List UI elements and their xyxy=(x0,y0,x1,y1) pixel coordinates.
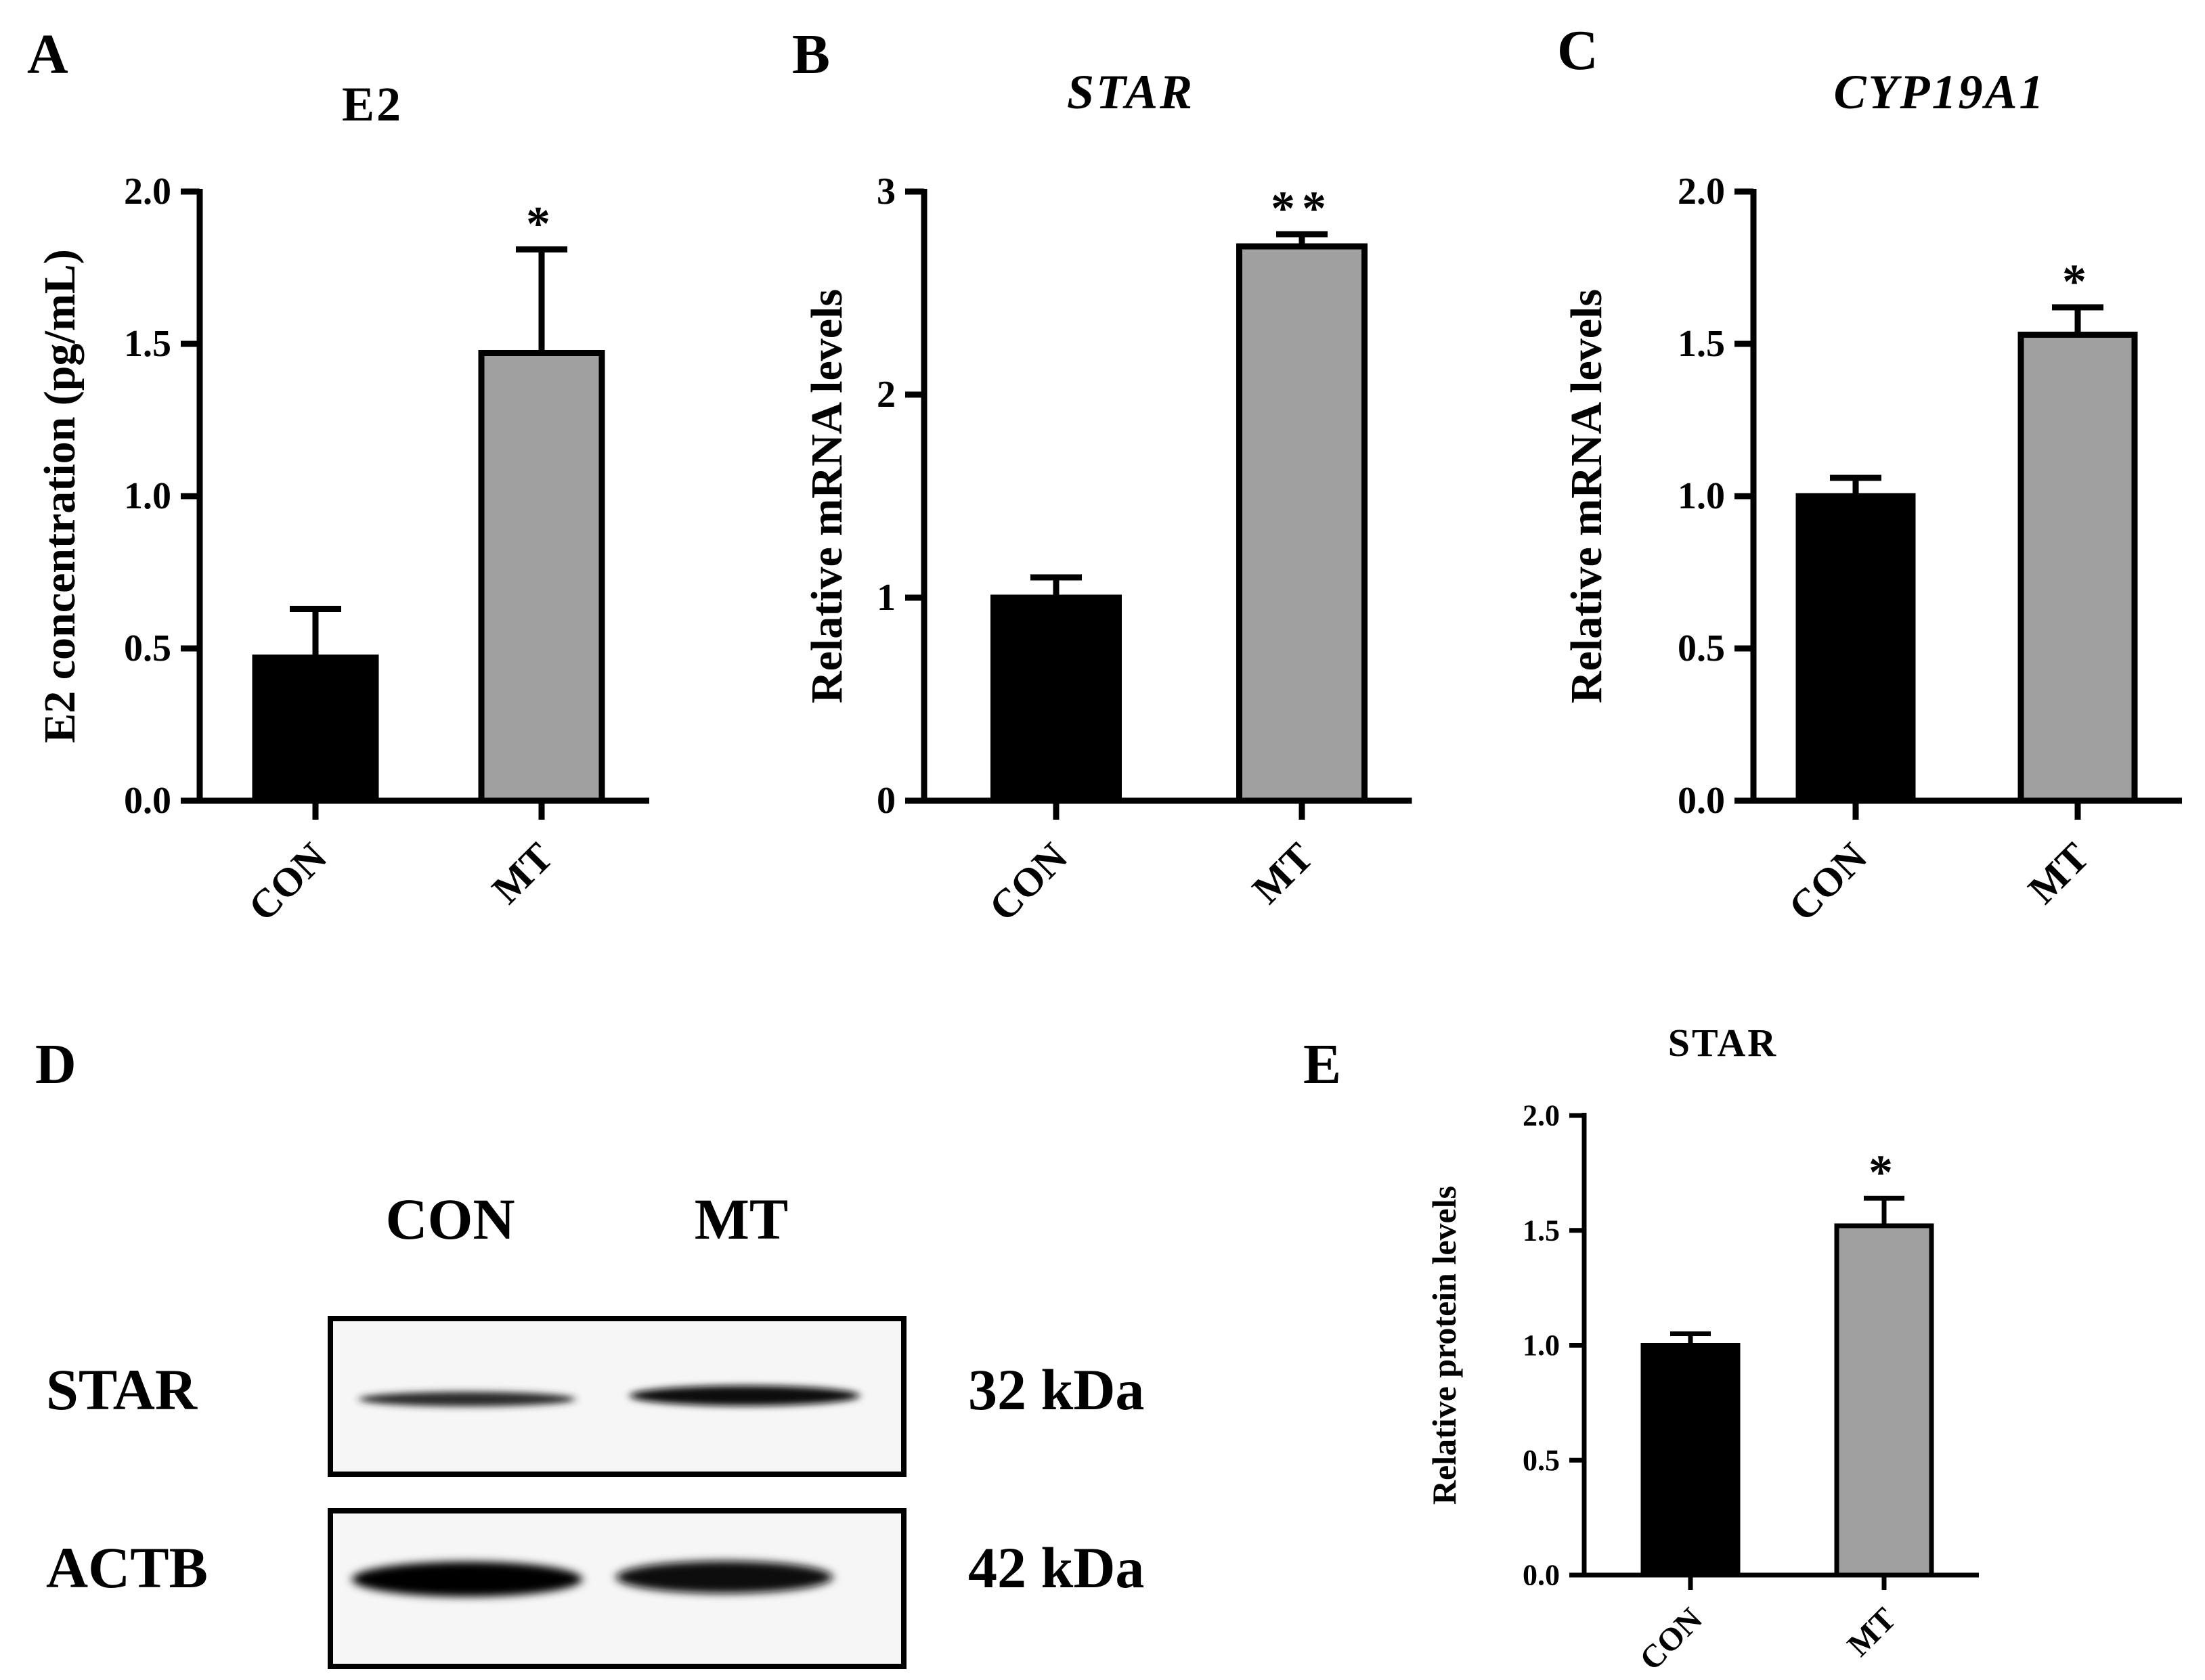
chart-b-bar-con xyxy=(990,594,1122,804)
blot-band-star-mt xyxy=(630,1386,860,1406)
chart-a-ylabel: E2 concentration (pg/mL) xyxy=(35,249,85,743)
chart-e-bar-con xyxy=(1640,1343,1741,1578)
chart-e-category-mt: MT xyxy=(1841,1601,1903,1663)
blot-row-label-actb: ACTB xyxy=(46,1535,208,1600)
chart-c-category-mt: MT xyxy=(2020,835,2097,912)
chart-a-bar-con xyxy=(252,655,379,804)
chart-c-ylabel: Relative mRNA levels xyxy=(1562,289,1611,703)
chart-e-significance-mt: * xyxy=(1869,1145,1900,1199)
chart-a-e2: E2 E2 concentration (pg/mL) CON * MT 0.0 0.5 1.… xyxy=(35,77,649,929)
chart-c-cyp19a1-mrna: CYP19A1 Relative mRNA levels CON * MT 0.0 0.5 1… xyxy=(1562,65,2182,929)
chart-c-category-con: CON xyxy=(1780,835,1875,930)
chart-a-ytick-label: 0.5 xyxy=(124,627,171,669)
panel-letter-d: D xyxy=(35,1033,77,1096)
blot-size-label-actb: 42 kDa xyxy=(968,1535,1144,1600)
chart-a-significance-mt: * xyxy=(526,197,557,251)
chart-b-category-con: CON xyxy=(980,835,1076,930)
chart-b-category-mt: MT xyxy=(1244,835,1322,912)
chart-e-ytick-label: 1.0 xyxy=(1523,1329,1560,1362)
chart-b-ytick-label: 3 xyxy=(877,171,896,213)
chart-b-bar-mt xyxy=(1236,243,1368,804)
chart-e-ytick-label: 0.0 xyxy=(1523,1559,1560,1592)
chart-e-star-protein: STAR Relative protein levels CON * MT 0.0 0.5 1… xyxy=(1425,1021,1979,1677)
chart-b-significance-mt: ** xyxy=(1271,181,1333,236)
chart-a-ytick-label: 2.0 xyxy=(124,171,171,213)
chart-a-ytick-label: 0.0 xyxy=(124,780,171,822)
chart-c-ytick-label: 0.0 xyxy=(1678,780,1725,822)
blot-row-label-star: STAR xyxy=(46,1357,198,1422)
chart-a-ytick-label: 1.0 xyxy=(124,475,171,517)
chart-b-title: STAR xyxy=(1067,65,1194,119)
chart-b-star-mrna: STAR Relative mRNA levels CON ** MT 0 1 2 3 xyxy=(802,65,1412,929)
blot-band-star-con xyxy=(359,1392,575,1407)
blot-membrane-actb xyxy=(328,1508,907,1669)
chart-a-category-con: CON xyxy=(240,835,335,930)
chart-c-bar-con xyxy=(1795,493,1916,804)
blot-membrane-star xyxy=(328,1316,907,1477)
chart-e-category-con: CON xyxy=(1633,1601,1709,1677)
chart-c-ytick-label: 2.0 xyxy=(1678,171,1725,213)
chart-c-bar-mt xyxy=(2017,332,2138,804)
chart-b-ytick-label: 1 xyxy=(877,577,896,619)
blot-size-label-star: 32 kDa xyxy=(968,1357,1144,1422)
chart-e-ylabel: Relative protein levels xyxy=(1425,1186,1463,1505)
panel-letter-e: E xyxy=(1303,1033,1341,1096)
chart-e-title: STAR xyxy=(1668,1021,1778,1065)
chart-a-title: E2 xyxy=(342,77,403,131)
chart-c-significance-mt: * xyxy=(2062,255,2093,309)
chart-b-ytick-label: 0 xyxy=(877,780,896,822)
blot-band-actb-con xyxy=(352,1562,582,1597)
panel-letter-c: C xyxy=(1557,19,1598,82)
blot-band-actb-mt xyxy=(616,1561,833,1593)
panel-letter-b: B xyxy=(792,23,830,86)
chart-b-ylabel: Relative mRNA levels xyxy=(802,289,852,703)
chart-a-bar-mt xyxy=(478,350,605,804)
western-blot: CON MT STAR ACTB 32 kDa 42 kDa xyxy=(46,1187,1144,1669)
chart-e-ytick-label: 0.5 xyxy=(1523,1444,1560,1477)
chart-e-bar-mt xyxy=(1834,1223,1934,1578)
chart-c-title: CYP19A1 xyxy=(1833,65,2045,119)
chart-e-ytick-label: 1.5 xyxy=(1523,1214,1560,1247)
chart-e-ytick-label: 2.0 xyxy=(1523,1099,1560,1132)
blot-lane-label-mt: MT xyxy=(695,1187,789,1252)
chart-b-ytick-label: 2 xyxy=(877,374,896,416)
blot-lane-label-con: CON xyxy=(385,1187,515,1252)
chart-c-ytick-label: 0.5 xyxy=(1678,627,1725,669)
chart-a-category-mt: MT xyxy=(483,835,561,912)
chart-a-ytick-label: 1.5 xyxy=(124,323,171,365)
chart-c-ytick-label: 1.0 xyxy=(1678,475,1725,517)
panel-letter-a: A xyxy=(27,23,68,86)
chart-c-ytick-label: 1.5 xyxy=(1678,323,1725,365)
